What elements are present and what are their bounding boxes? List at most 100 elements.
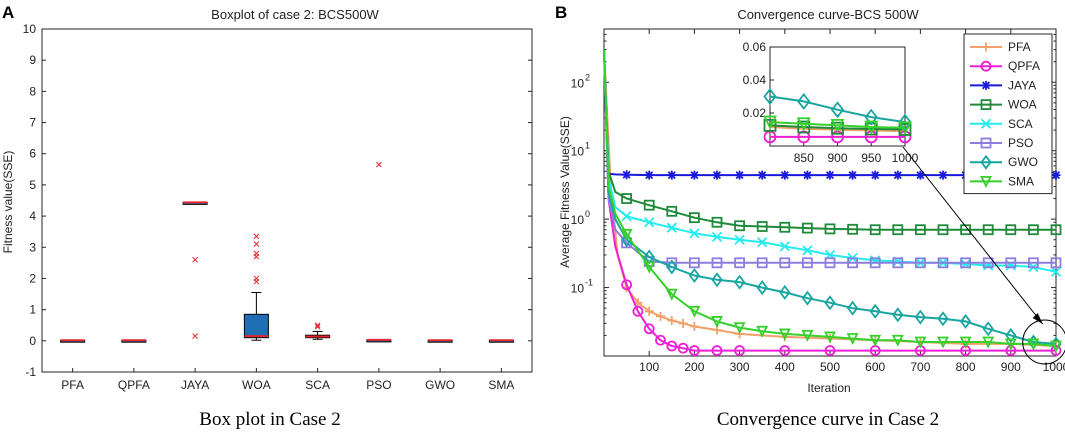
zoom-arrowhead — [1032, 313, 1043, 324]
marker — [689, 212, 700, 224]
marker — [830, 118, 845, 133]
series-line — [603, 49, 1057, 345]
marker — [678, 318, 688, 328]
marker — [982, 336, 995, 349]
caption-a: Box plot in Case 2 — [199, 409, 340, 430]
inset-y-tick-label: 0.02 — [743, 106, 767, 120]
inset-x-tick-label: 950 — [861, 151, 881, 165]
marker — [1027, 338, 1040, 351]
y-tick-label: 8 — [29, 84, 36, 98]
inset-series-gwo — [763, 88, 912, 131]
y-tick-label: 10 — [23, 22, 37, 36]
marker — [864, 120, 879, 135]
inset-series-qpfa — [763, 130, 912, 144]
box-plot-frame — [41, 28, 533, 373]
marker — [869, 334, 882, 347]
x-tick-label: QPFA — [118, 378, 150, 392]
conv-title: Convergence curve-BCS 500W — [737, 7, 919, 22]
x-tick-label: 300 — [730, 360, 750, 374]
marker — [655, 334, 666, 346]
legend-item-jaya: JAYA — [970, 78, 1036, 92]
legend-label: JAYA — [1008, 78, 1036, 92]
marker — [711, 345, 723, 356]
legend-label: WOA — [1008, 98, 1037, 112]
legend-label: SMA — [1008, 174, 1034, 188]
marker — [756, 257, 768, 269]
marker — [824, 331, 836, 344]
outlier — [253, 233, 260, 240]
y-tick-label: 7 — [29, 116, 36, 130]
marker — [711, 231, 723, 243]
y-tick-label: 1 — [29, 303, 36, 317]
marker — [643, 323, 655, 335]
series-line — [603, 49, 1057, 347]
marker — [666, 340, 678, 352]
legend-label: PSO — [1008, 136, 1033, 150]
marker — [644, 217, 655, 228]
series-woa — [603, 49, 1062, 236]
marker — [666, 205, 678, 217]
conv-ylabel: Average Fitness Value(SSE) — [558, 116, 572, 268]
marker — [711, 316, 723, 328]
box-title: Boxplot of case 2: BCS500W — [211, 7, 379, 22]
legend-label: PFA — [1008, 40, 1031, 54]
y-tick-label: 2 — [29, 271, 36, 285]
marker — [891, 334, 904, 347]
x-tick-label: SMA — [488, 378, 514, 392]
outlier — [192, 333, 198, 339]
box-sca — [305, 322, 331, 340]
marker — [801, 290, 814, 306]
x-tick-label: 500 — [820, 360, 840, 374]
box-pso — [366, 161, 392, 343]
marker — [689, 321, 699, 331]
marker — [824, 345, 836, 356]
legend-label: QPFA — [1008, 59, 1040, 73]
legend: PFA QPFA JAYA WOA SCA PSO GWO SMA — [963, 33, 1053, 195]
marker — [756, 325, 769, 338]
marker — [915, 257, 926, 269]
legend-item-sma: SMA — [970, 174, 1034, 188]
marker — [712, 170, 722, 180]
marker — [779, 284, 791, 300]
marker — [667, 316, 677, 326]
inset-y-tick-label: 0.06 — [743, 40, 767, 54]
series-line — [603, 49, 1056, 352]
marker — [846, 300, 859, 316]
marker — [938, 170, 948, 180]
marker — [848, 170, 858, 180]
marker — [846, 333, 859, 346]
x-tick-label: 100 — [639, 360, 659, 374]
marker — [763, 88, 777, 105]
inset-y-tick-label: 0.04 — [743, 73, 767, 87]
marker — [1050, 266, 1062, 277]
marker — [757, 237, 768, 248]
marker — [779, 241, 790, 252]
legend-box — [963, 33, 1053, 195]
marker — [632, 305, 644, 317]
inset-series-sma — [763, 115, 912, 136]
marker — [959, 313, 972, 329]
x-tick-label: 400 — [775, 360, 795, 374]
series-line — [603, 49, 1056, 231]
marker — [802, 222, 813, 234]
marker — [892, 257, 904, 269]
marker — [688, 268, 701, 284]
marker — [937, 336, 949, 349]
caption-b: Convergence curve in Case 2 — [717, 409, 939, 430]
series-sma — [603, 49, 1062, 353]
box-sma — [488, 339, 514, 343]
marker — [666, 222, 677, 233]
x-tick-label: PSO — [366, 378, 391, 392]
marker — [756, 221, 768, 232]
legend-label: SCA — [1008, 117, 1033, 131]
marker — [689, 228, 700, 239]
marker — [734, 257, 745, 269]
y-tick-exponent: 2 — [585, 72, 590, 82]
inset-series-woa — [763, 118, 912, 136]
outlier — [376, 161, 382, 168]
y-tick-label: 6 — [29, 147, 36, 161]
marker — [869, 303, 881, 319]
marker — [734, 234, 745, 245]
